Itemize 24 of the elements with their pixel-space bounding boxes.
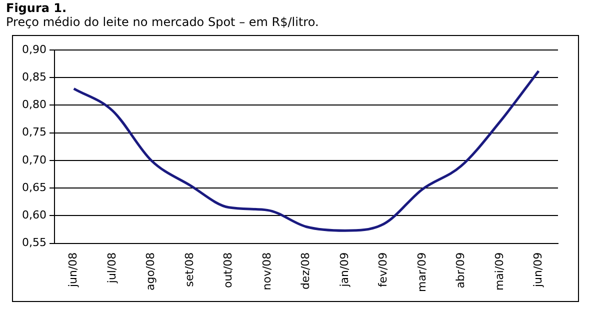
x-tick-label: mar/09 — [415, 252, 428, 292]
x-tick-label: nov/08 — [260, 252, 274, 290]
y-tick-label: 0,60 — [22, 208, 46, 222]
y-tick-label: 0,55 — [22, 236, 46, 250]
y-tick-label: 0,90 — [22, 42, 46, 56]
x-tick-label: jul/08 — [105, 252, 118, 284]
line-series — [72, 70, 540, 232]
y-tick-label: 0,70 — [22, 153, 46, 166]
chart-subtitle: Preço médio do leite no mercado Spot – em R$/litro. — [6, 15, 319, 29]
x-tick-label: dez/08 — [299, 252, 312, 290]
y-tick-label: 0,80 — [22, 98, 46, 112]
x-tick-label: fev/09 — [376, 252, 390, 288]
chart-title: Figura 1. — [6, 1, 67, 15]
x-tick-label: mai/09 — [492, 252, 506, 291]
x-tick-label: jun/08 — [66, 252, 80, 288]
x-tick-label: set/08 — [182, 252, 196, 287]
y-tick-label: 0,65 — [22, 180, 46, 194]
x-tick-label: jan/09 — [338, 252, 351, 288]
x-tick-label: out/08 — [222, 252, 235, 288]
x-tick-label: jun/09 — [531, 252, 544, 288]
x-tick-label: abr/09 — [454, 252, 468, 288]
y-tick-label: 0,85 — [22, 70, 46, 84]
y-tick-label: 0,75 — [22, 126, 46, 139]
x-tick-label: ago/08 — [144, 252, 158, 290]
